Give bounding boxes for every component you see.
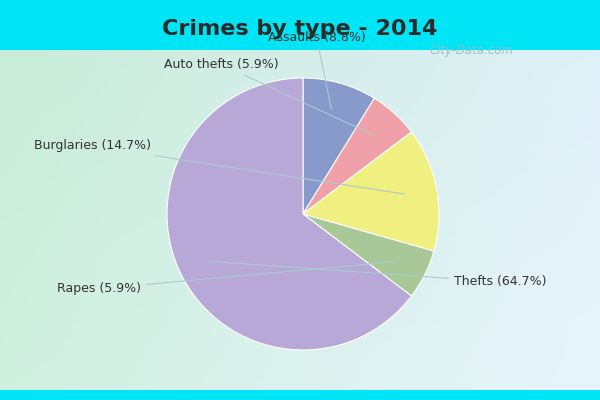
Text: Rapes (5.9%): Rapes (5.9%) (57, 262, 395, 295)
Text: Crimes by type - 2014: Crimes by type - 2014 (163, 19, 437, 39)
Text: Thefts (64.7%): Thefts (64.7%) (211, 262, 547, 288)
Wedge shape (303, 78, 374, 214)
Text: Burglaries (14.7%): Burglaries (14.7%) (34, 140, 404, 194)
Text: Assaults (8.8%): Assaults (8.8%) (268, 31, 365, 109)
Wedge shape (303, 98, 412, 214)
Text: Auto thefts (5.9%): Auto thefts (5.9%) (164, 58, 372, 134)
Text: City-Data.com: City-Data.com (430, 44, 514, 57)
Wedge shape (167, 78, 412, 350)
Wedge shape (303, 132, 439, 251)
Wedge shape (303, 214, 434, 296)
